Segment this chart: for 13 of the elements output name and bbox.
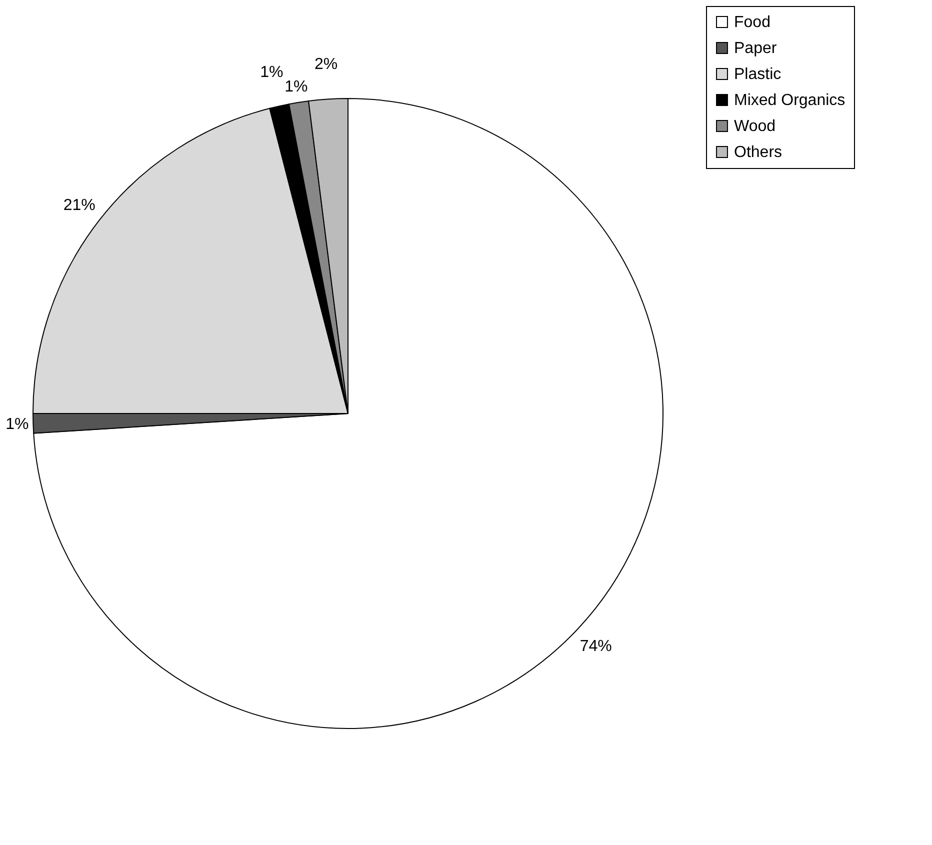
legend-label: Food	[734, 14, 770, 31]
legend-label: Wood	[734, 118, 776, 135]
pie-slice	[33, 98, 664, 729]
data-label: 1%	[260, 64, 284, 81]
data-label: 2%	[314, 56, 338, 74]
data-label: 21%	[63, 197, 96, 214]
data-label: 1%	[284, 78, 308, 96]
data-label: 74%	[580, 638, 612, 656]
legend-label: Others	[734, 144, 782, 161]
data-label: 1%	[6, 416, 29, 433]
legend-label: Plastic	[734, 66, 782, 83]
legend-label: Mixed Organics	[734, 92, 846, 109]
legend-label: Paper	[734, 40, 778, 57]
